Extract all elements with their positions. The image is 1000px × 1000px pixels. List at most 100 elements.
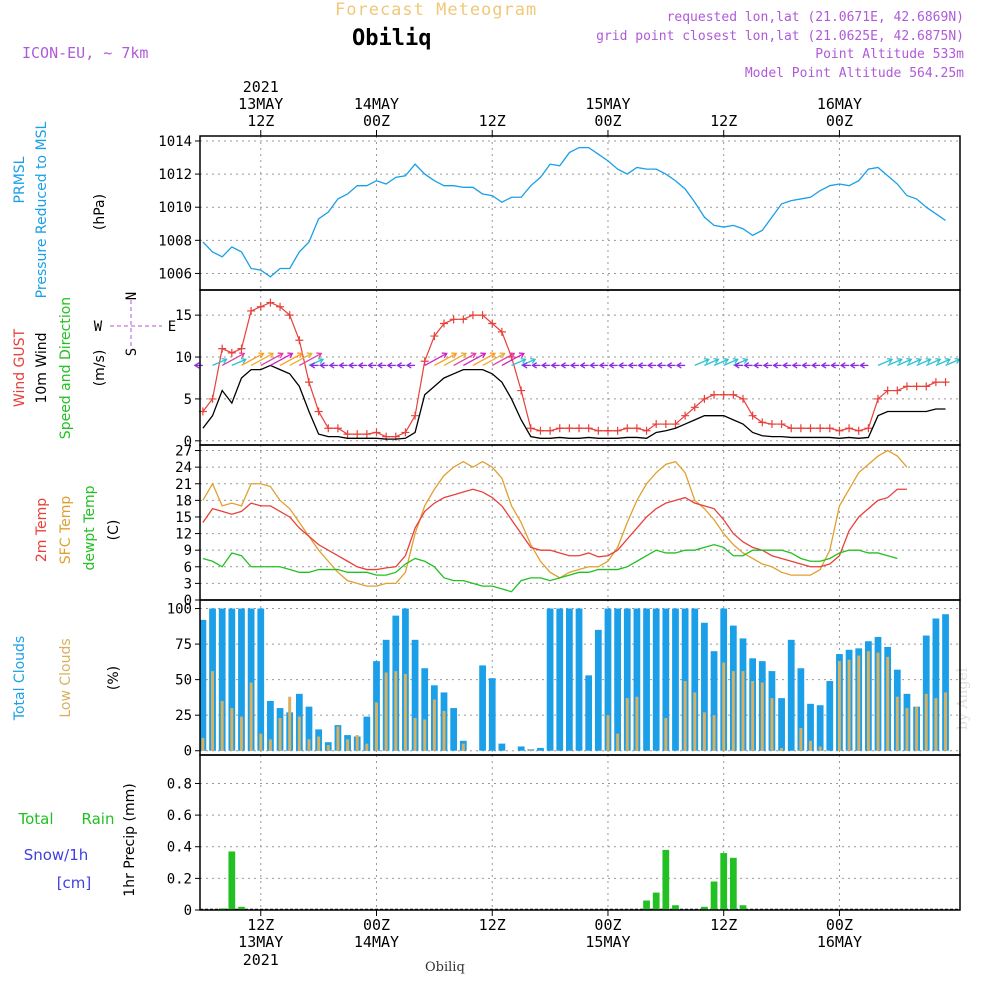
gust-marker	[623, 424, 632, 433]
wind-arrow-head	[316, 352, 323, 359]
gust-marker	[497, 327, 506, 336]
total-clouds-bar	[257, 608, 265, 751]
top-date-label: 13MAY	[238, 95, 283, 113]
wind-direction-arrow	[704, 358, 719, 367]
low-clouds-bar	[712, 715, 716, 751]
rain-bar	[729, 857, 737, 910]
gust-marker	[401, 428, 410, 437]
low-clouds-bar	[876, 652, 880, 751]
gust-marker	[478, 311, 487, 320]
gust-marker	[266, 298, 275, 307]
total-clouds-bar	[421, 668, 429, 751]
top-date-label: 15MAY	[585, 95, 630, 113]
wind-arrow-head	[338, 362, 345, 369]
top-hour-label: 00Z	[826, 112, 853, 130]
wind-arrow-head	[935, 357, 942, 364]
low-clouds-label: Low Clouds	[58, 638, 74, 717]
low-clouds-bar	[278, 718, 282, 751]
gust-marker	[931, 378, 940, 387]
gust-marker	[941, 378, 950, 387]
gust-marker	[430, 332, 439, 341]
low-clouds-bar	[268, 739, 272, 751]
wind-arrow-head	[258, 352, 265, 359]
low-clouds-bar	[847, 659, 851, 751]
y-tick-label: 0	[184, 744, 192, 760]
gust-marker	[324, 424, 333, 433]
y-tick-label: 25	[175, 708, 192, 724]
total-clouds-bar	[922, 635, 930, 751]
wind-arrow-head	[509, 352, 516, 359]
total-clouds-bar	[691, 608, 699, 751]
low-clouds-bar	[249, 682, 253, 751]
dewpt-label: dewpt Temp	[82, 485, 98, 570]
gust-marker	[864, 424, 873, 433]
y-tick-label: 0.6	[167, 808, 192, 824]
gust-marker	[748, 411, 757, 420]
wind-arrow-head	[386, 362, 393, 369]
compass-south: S	[124, 348, 140, 356]
total-clouds-bar	[556, 608, 564, 751]
wind-arrow-head	[830, 362, 837, 369]
wind-unit-label: (m/s)	[92, 350, 108, 387]
wind-direction-arrow	[511, 358, 526, 367]
rain-bar	[739, 905, 747, 910]
total-clouds-bar	[662, 608, 670, 751]
total-clouds-bar	[566, 608, 573, 751]
gust-marker	[247, 306, 256, 315]
temp2m-label: 2m Temp	[34, 498, 50, 562]
low-clouds-bar	[616, 733, 620, 751]
gust-label: Wind GUST	[12, 328, 28, 407]
wind-arrow-head	[743, 362, 750, 369]
footer-location: Obiliq	[425, 960, 465, 975]
low-clouds-bar	[403, 673, 407, 751]
total-clouds-bar	[537, 747, 544, 751]
wind-direction-arrow	[260, 352, 284, 366]
total-clouds-bar	[247, 608, 255, 751]
low-clouds-bar	[693, 692, 697, 751]
wind-direction-arrow	[212, 358, 227, 367]
y-tick-label: 12	[175, 527, 192, 543]
wind-arrow-head	[579, 362, 586, 369]
gust-marker	[912, 382, 921, 391]
y-tick-label: 0.8	[167, 776, 192, 792]
total-clouds-bar	[643, 608, 650, 751]
wind-direction-arrow	[289, 352, 313, 366]
wind-arrow-head	[309, 362, 316, 369]
gust-marker	[816, 424, 825, 433]
wind-arrow-head	[460, 352, 468, 359]
wind-arrow-head	[723, 357, 730, 364]
wind-arrow-head	[742, 357, 749, 364]
y-tick-label: 18	[175, 493, 192, 509]
low-clouds-bar	[683, 681, 687, 751]
low-clouds-bar	[905, 708, 909, 751]
chart-title: Forecast Meteogram	[335, 0, 538, 20]
wind-arrow-head	[470, 352, 477, 359]
low-clouds-bar	[664, 718, 668, 751]
low-clouds-bar	[702, 712, 706, 751]
y-tick-label: 15	[175, 510, 192, 526]
gust-marker	[729, 390, 738, 399]
low-clouds-bar	[857, 655, 861, 751]
wind-direction-arrow	[482, 352, 505, 366]
gust-marker	[565, 424, 574, 433]
top-year-label: 2021	[243, 78, 279, 96]
low-clouds-bar	[346, 739, 350, 751]
low-clouds-bar	[432, 699, 436, 751]
wind-direction-arrow	[472, 352, 496, 366]
low-clouds-bar	[230, 708, 234, 751]
wind-arrow-head	[347, 362, 354, 369]
wind-arrow-head	[801, 362, 808, 369]
total-clouds-bar	[411, 639, 419, 751]
wind-line	[202, 364, 946, 440]
low-clouds-bar	[625, 698, 629, 751]
clouds-unit-label: (%)	[106, 666, 122, 690]
wind-direction-arrow	[434, 352, 457, 366]
wind-arrow-head	[240, 357, 247, 364]
gust-marker	[642, 426, 651, 435]
total-clouds-bar	[363, 716, 371, 751]
wind-arrow-head	[810, 362, 817, 369]
wind-arrow-head	[732, 357, 739, 364]
wind-direction-arrow	[897, 358, 912, 367]
low-clouds-bar	[365, 743, 369, 751]
total-clouds-bar	[672, 608, 679, 751]
